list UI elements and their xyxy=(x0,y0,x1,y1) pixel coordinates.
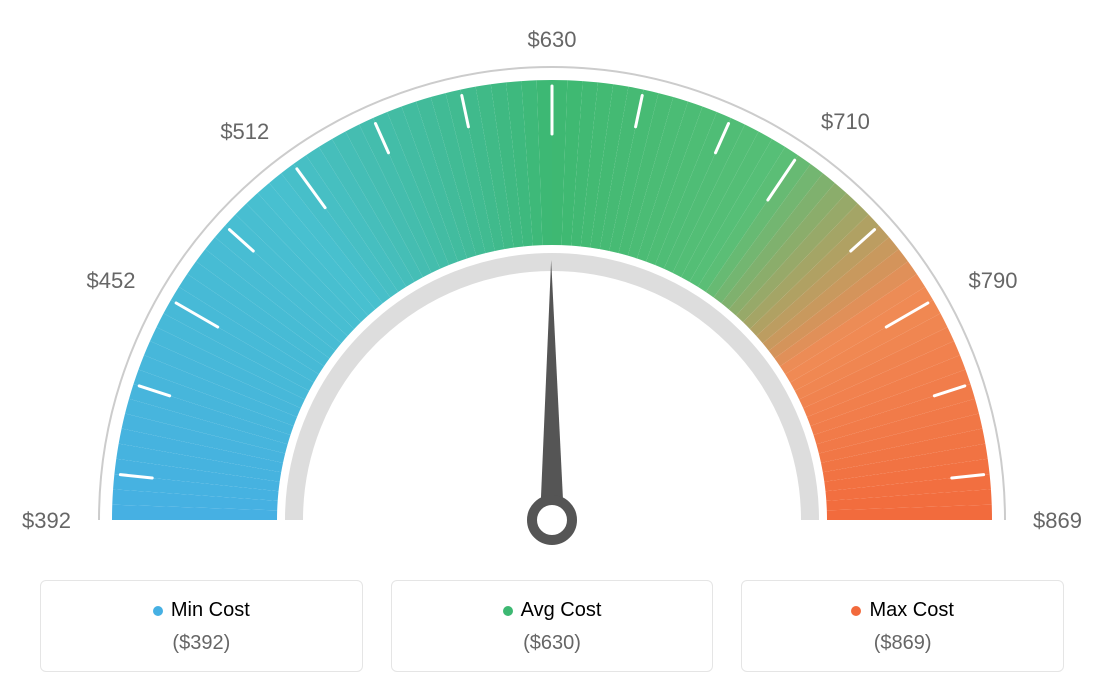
gauge-tick-label: $512 xyxy=(209,119,269,145)
legend-title-max: Max Cost xyxy=(851,599,953,622)
legend-title-min: Min Cost xyxy=(153,599,250,622)
gauge-needle xyxy=(540,260,564,520)
legend-row: Min Cost ($392) Avg Cost ($630) Max Cost… xyxy=(0,580,1104,672)
legend-label-min: Min Cost xyxy=(171,599,250,622)
gauge-tick-label: $392 xyxy=(11,508,71,534)
legend-dot-max xyxy=(851,606,861,616)
legend-title-avg: Avg Cost xyxy=(503,599,602,622)
gauge-chart: $392 $452 $512 $630 $710 $790 $869 xyxy=(0,0,1104,560)
legend-card-max: Max Cost ($869) xyxy=(741,580,1064,672)
legend-value-max: ($869) xyxy=(754,632,1051,655)
legend-value-avg: ($630) xyxy=(404,632,701,655)
gauge-tick-label: $790 xyxy=(969,268,1018,294)
gauge-tick-label: $452 xyxy=(75,268,135,294)
legend-card-min: Min Cost ($392) xyxy=(40,580,363,672)
legend-label-avg: Avg Cost xyxy=(521,599,602,622)
gauge-tick-label: $710 xyxy=(821,109,870,135)
legend-card-avg: Avg Cost ($630) xyxy=(391,580,714,672)
gauge-tick-label: $869 xyxy=(1033,508,1082,534)
legend-dot-min xyxy=(153,606,163,616)
legend-dot-avg xyxy=(503,606,513,616)
gauge-needle-hub xyxy=(532,500,572,540)
gauge-tick-label: $630 xyxy=(522,27,582,53)
legend-value-min: ($392) xyxy=(53,632,350,655)
gauge-svg xyxy=(52,0,1052,560)
legend-label-max: Max Cost xyxy=(869,599,953,622)
